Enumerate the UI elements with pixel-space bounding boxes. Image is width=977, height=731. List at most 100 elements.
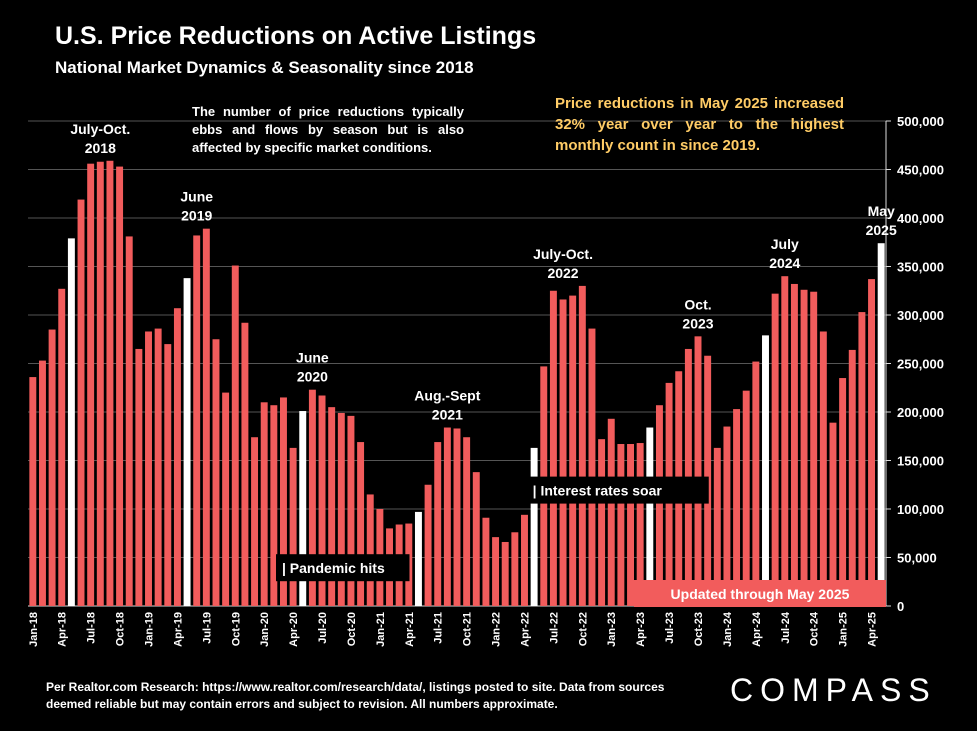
x-tick-label: Apr-19 — [172, 612, 184, 647]
bar-Oct-22 — [578, 285, 586, 606]
peak-annotation: Oct. — [684, 296, 711, 312]
bar-Nov-21 — [472, 472, 480, 606]
y-tick-label: 450,000 — [897, 163, 944, 178]
bar-Feb-25 — [848, 349, 856, 606]
bar-Nov-22 — [588, 328, 596, 606]
bar-Sep-18 — [106, 160, 114, 606]
x-tick-label: Apr-23 — [635, 612, 647, 647]
peak-annotation: 2021 — [432, 407, 463, 423]
seasonality-note: The number of price reductions typically… — [192, 104, 464, 155]
bar-Apr-25 — [868, 279, 876, 606]
bar-Dec-22 — [598, 439, 606, 606]
updated-banner-text: Updated through May 2025 — [671, 586, 850, 602]
x-tick-label: Oct-18 — [115, 612, 127, 646]
bar-Aug-19 — [212, 339, 220, 606]
bar-Jan-20 — [260, 402, 268, 606]
bar-Feb-23 — [617, 444, 625, 606]
x-tick-label: Oct-20 — [346, 612, 358, 646]
peak-annotation: 2020 — [297, 369, 328, 385]
x-tick-label: Jul-19 — [201, 612, 213, 644]
y-tick-label: 300,000 — [897, 308, 944, 323]
bar-Aug-20 — [328, 407, 336, 606]
x-tick-label: Jul-20 — [317, 612, 329, 644]
bar-Dec-23 — [713, 447, 721, 606]
bar-Apr-22 — [521, 514, 528, 606]
peak-annotation: 2019 — [181, 208, 212, 224]
bar-Mar-23 — [627, 444, 634, 606]
bar-Apr-20 — [289, 447, 297, 606]
x-tick-label: Jan-18 — [28, 612, 40, 647]
bar-Jan-18 — [29, 377, 37, 606]
bar-highlight-May-25 — [877, 243, 885, 606]
source-footnote: Per Realtor.com Research: https://www.re… — [46, 680, 665, 711]
bar-Jun-18 — [77, 199, 85, 606]
bar-Nov-20 — [357, 442, 365, 606]
y-tick-label: 350,000 — [897, 260, 944, 275]
event-label-box — [276, 554, 410, 582]
y-tick-label: 200,000 — [897, 405, 944, 420]
compass-logo: COMPASS — [730, 672, 937, 708]
x-tick-label: Apr-22 — [519, 612, 531, 647]
x-tick-label: Jan-25 — [838, 612, 850, 647]
bar-Oct-24 — [810, 291, 818, 606]
bar-Dec-24 — [829, 422, 837, 606]
bar-Dec-19 — [251, 437, 259, 606]
peak-annotation: June — [180, 189, 213, 205]
bar-Apr-24 — [752, 361, 760, 606]
may-2025-highlight-note: Price reductions in May 2025 increased 3… — [555, 95, 844, 154]
bar-highlight-May-23 — [646, 427, 654, 606]
bar-Aug-18 — [96, 161, 104, 607]
y-tick-label: 400,000 — [897, 211, 944, 226]
bar-Apr-18 — [58, 288, 66, 606]
peak-annotation: July-Oct. — [533, 246, 593, 262]
bar-highlight-May-21 — [414, 511, 422, 606]
y-tick-label: 100,000 — [897, 502, 944, 517]
x-tick-label: Jul-22 — [548, 612, 560, 644]
bar-Oct-18 — [116, 166, 124, 606]
bar-Apr-23 — [636, 443, 644, 606]
bar-Feb-24 — [733, 409, 741, 606]
bar-Feb-19 — [154, 328, 162, 606]
bar-Dec-21 — [482, 517, 490, 606]
bar-Oct-19 — [231, 265, 239, 606]
bar-Jun-24 — [771, 293, 779, 606]
bar-Aug-22 — [559, 299, 567, 606]
x-tick-label: Oct-19 — [230, 612, 242, 646]
y-tick-label: 500,000 — [897, 114, 944, 129]
bar-Oct-23 — [694, 336, 702, 606]
bar-Jul-18 — [87, 163, 95, 606]
peak-annotation: 2024 — [769, 255, 800, 271]
bar-Mar-19 — [164, 344, 172, 606]
bar-Feb-22 — [501, 541, 509, 606]
x-tick-label: Oct-21 — [462, 612, 474, 646]
y-tick-label: 150,000 — [897, 454, 944, 469]
bar-highlight-May-18 — [67, 238, 75, 606]
y-tick-label: 0 — [897, 599, 904, 614]
x-tick-label: Apr-20 — [288, 612, 300, 647]
x-tick-label: Jul-24 — [780, 611, 792, 644]
bar-Nov-18 — [125, 236, 133, 606]
updated-banner-box — [634, 580, 886, 607]
x-tick-label: Apr-25 — [867, 612, 879, 647]
bar-Sep-20 — [337, 412, 345, 606]
x-tick-label: Apr-24 — [751, 611, 763, 647]
peak-annotation: 2018 — [85, 140, 116, 156]
bar-Mar-20 — [280, 397, 287, 606]
x-tick-label: Jul-21 — [433, 612, 445, 644]
peak-annotation: May — [868, 203, 895, 219]
bar-Sep-19 — [222, 392, 230, 606]
peak-annotation: July — [771, 236, 799, 252]
bar-Sep-21 — [453, 428, 461, 606]
bar-Mar-18 — [48, 329, 56, 606]
bar-highlight-May-22 — [530, 447, 538, 606]
bar-Oct-21 — [463, 437, 471, 606]
bar-Sep-24 — [800, 289, 808, 606]
x-tick-label: Jul-18 — [86, 612, 98, 644]
bar-Dec-20 — [366, 494, 374, 606]
bar-Jul-20 — [318, 395, 326, 606]
peak-annotation: Aug.-Sept — [414, 388, 480, 404]
x-tick-label: Apr-21 — [404, 612, 416, 647]
bar-Jul-22 — [549, 290, 557, 606]
bar-Aug-24 — [790, 283, 798, 606]
peak-annotation: July-Oct. — [70, 121, 130, 137]
